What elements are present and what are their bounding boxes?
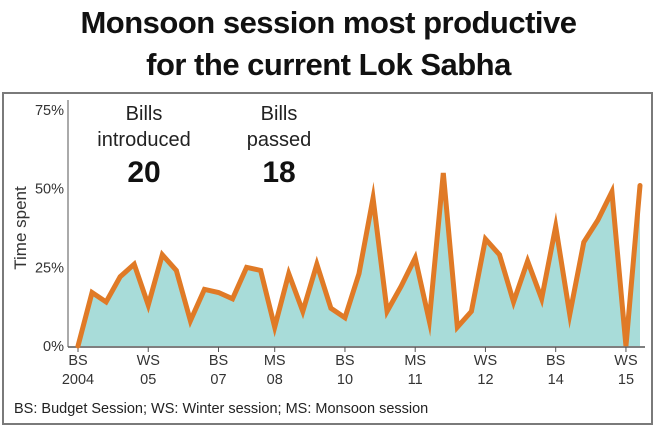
- x-tick-label-bottom: 07: [210, 372, 226, 388]
- x-tick-label-top: BS: [68, 353, 87, 369]
- stat-passed-label-1: Bills: [261, 103, 298, 125]
- stat-introduced-label-2: introduced: [97, 129, 190, 151]
- x-tick-label-bottom: 2004: [62, 372, 94, 388]
- y-tick-label: 0%: [43, 339, 64, 355]
- y-tick-label: 75%: [35, 103, 64, 119]
- area-layer: [78, 172, 640, 346]
- x-tick-label-bottom: 11: [408, 372, 423, 388]
- x-tick-label-top: BS: [209, 353, 228, 369]
- line-layer: [75, 172, 643, 349]
- stat-introduced-label-1: Bills: [126, 103, 163, 125]
- y-axis-label: Time spent: [11, 186, 30, 270]
- y-tick-label: 50%: [35, 182, 64, 198]
- headline: Monsoon session most productive for the …: [0, 2, 657, 86]
- x-tick-label-top: MS: [404, 353, 426, 369]
- stat-passed-label-2: passed: [247, 129, 312, 151]
- stat-introduced-value: 20: [127, 156, 160, 189]
- x-tick-label-top: BS: [335, 353, 354, 369]
- chart-frame: [2, 92, 653, 425]
- headline-line-1: Monsoon session most productive: [80, 5, 577, 40]
- time-spent-chart: 0% 25% 50% 75% BS 2004 WS 05 BS 07 MS 08 BS 10 MS 11 WS 1…: [11, 100, 645, 388]
- stat-passed-value: 18: [262, 156, 295, 189]
- footnote: BS: Budget Session; WS: Winter session; …: [14, 401, 429, 417]
- axis-layer: [67, 100, 645, 352]
- x-tick-label-top: WS: [137, 353, 160, 369]
- x-tick-label-top: BS: [546, 353, 565, 369]
- x-tick-label-top: WS: [614, 353, 637, 369]
- x-tick-label-bottom: 15: [618, 372, 634, 388]
- y-tick-label: 25%: [35, 260, 64, 276]
- series-area: [78, 172, 640, 346]
- x-tick-label-top: MS: [264, 353, 286, 369]
- x-tick-label-bottom: 10: [337, 372, 353, 388]
- x-tick-label-bottom: 05: [140, 372, 156, 388]
- label-layer: 0% 25% 50% 75% BS 2004 WS 05 BS 07 MS 08 BS 10 MS 11 WS 1…: [35, 103, 638, 388]
- x-tick-label-top: WS: [474, 353, 497, 369]
- x-tick-label-bottom: 12: [477, 372, 493, 388]
- headline-line-2: for the current Lok Sabha: [146, 47, 511, 82]
- x-tick-label-bottom: 14: [548, 372, 564, 388]
- x-tick-label-bottom: 08: [267, 372, 283, 388]
